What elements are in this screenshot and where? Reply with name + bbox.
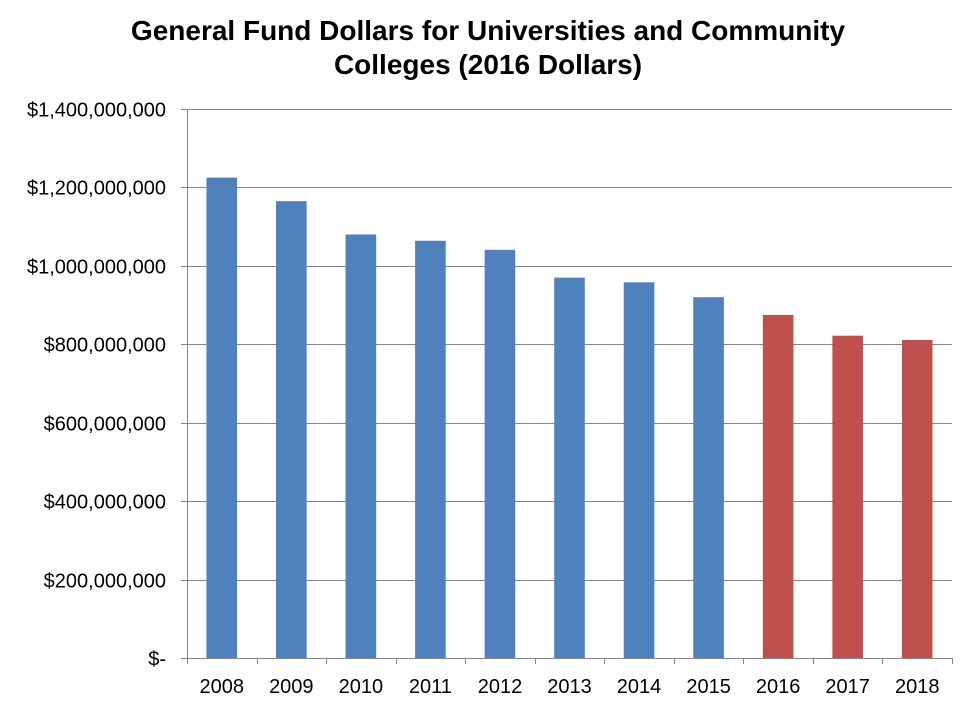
bar-2008 bbox=[206, 177, 238, 658]
x-tick-label: 2011 bbox=[409, 676, 452, 698]
chart-title-line-1: General Fund Dollars for Universities an… bbox=[130, 15, 846, 46]
y-axis-tick-labels: $- $200,000,000 $400,000,000 $600,000,000 $8… bbox=[27, 100, 166, 671]
chart-title-line-2: Colleges (2016 Dollars) bbox=[333, 49, 643, 80]
bar-2009 bbox=[276, 201, 307, 658]
x-tick-label: 2014 bbox=[617, 676, 662, 698]
x-tick-label: 2009 bbox=[269, 676, 314, 698]
bar-2017 bbox=[832, 335, 863, 658]
y-tick-label: $200,000,000 bbox=[44, 571, 166, 593]
y-tick-label: $1,200,000,000 bbox=[27, 178, 166, 200]
bar-2018 bbox=[901, 339, 933, 658]
bar-2010 bbox=[345, 234, 377, 658]
bars bbox=[206, 177, 933, 658]
x-tick-label: 2008 bbox=[200, 676, 245, 698]
bar-2011 bbox=[415, 240, 446, 658]
x-tick-label: 2016 bbox=[756, 676, 801, 698]
y-tick-label: $400,000,000 bbox=[44, 492, 166, 514]
x-tick-label: 2013 bbox=[547, 676, 592, 698]
y-tick-label: $1,000,000,000 bbox=[27, 257, 166, 279]
bar-2012 bbox=[484, 249, 516, 658]
y-tick-label: $1,400,000,000 bbox=[27, 100, 166, 122]
axes bbox=[181, 109, 953, 664]
x-tick-label: 2017 bbox=[825, 676, 870, 698]
chart-title: General Fund Dollars for Universities an… bbox=[0, 14, 976, 82]
y-tick-label: $- bbox=[148, 649, 166, 671]
x-tick-label: 2012 bbox=[478, 676, 523, 698]
y-tick-label: $800,000,000 bbox=[44, 335, 166, 357]
x-tick-label: 2010 bbox=[339, 676, 384, 698]
bar-2013 bbox=[554, 277, 585, 658]
x-tick-label: 2015 bbox=[686, 676, 731, 698]
x-axis-tick-labels: 2008 2009 2010 2011 2012 2013 2014 2015 2016 2017… bbox=[200, 676, 940, 698]
x-tick-label: 2018 bbox=[895, 676, 940, 698]
bar-2016 bbox=[762, 314, 794, 658]
bar-2015 bbox=[693, 297, 724, 658]
y-tick-label: $600,000,000 bbox=[44, 414, 166, 436]
bar-2014 bbox=[623, 282, 655, 658]
